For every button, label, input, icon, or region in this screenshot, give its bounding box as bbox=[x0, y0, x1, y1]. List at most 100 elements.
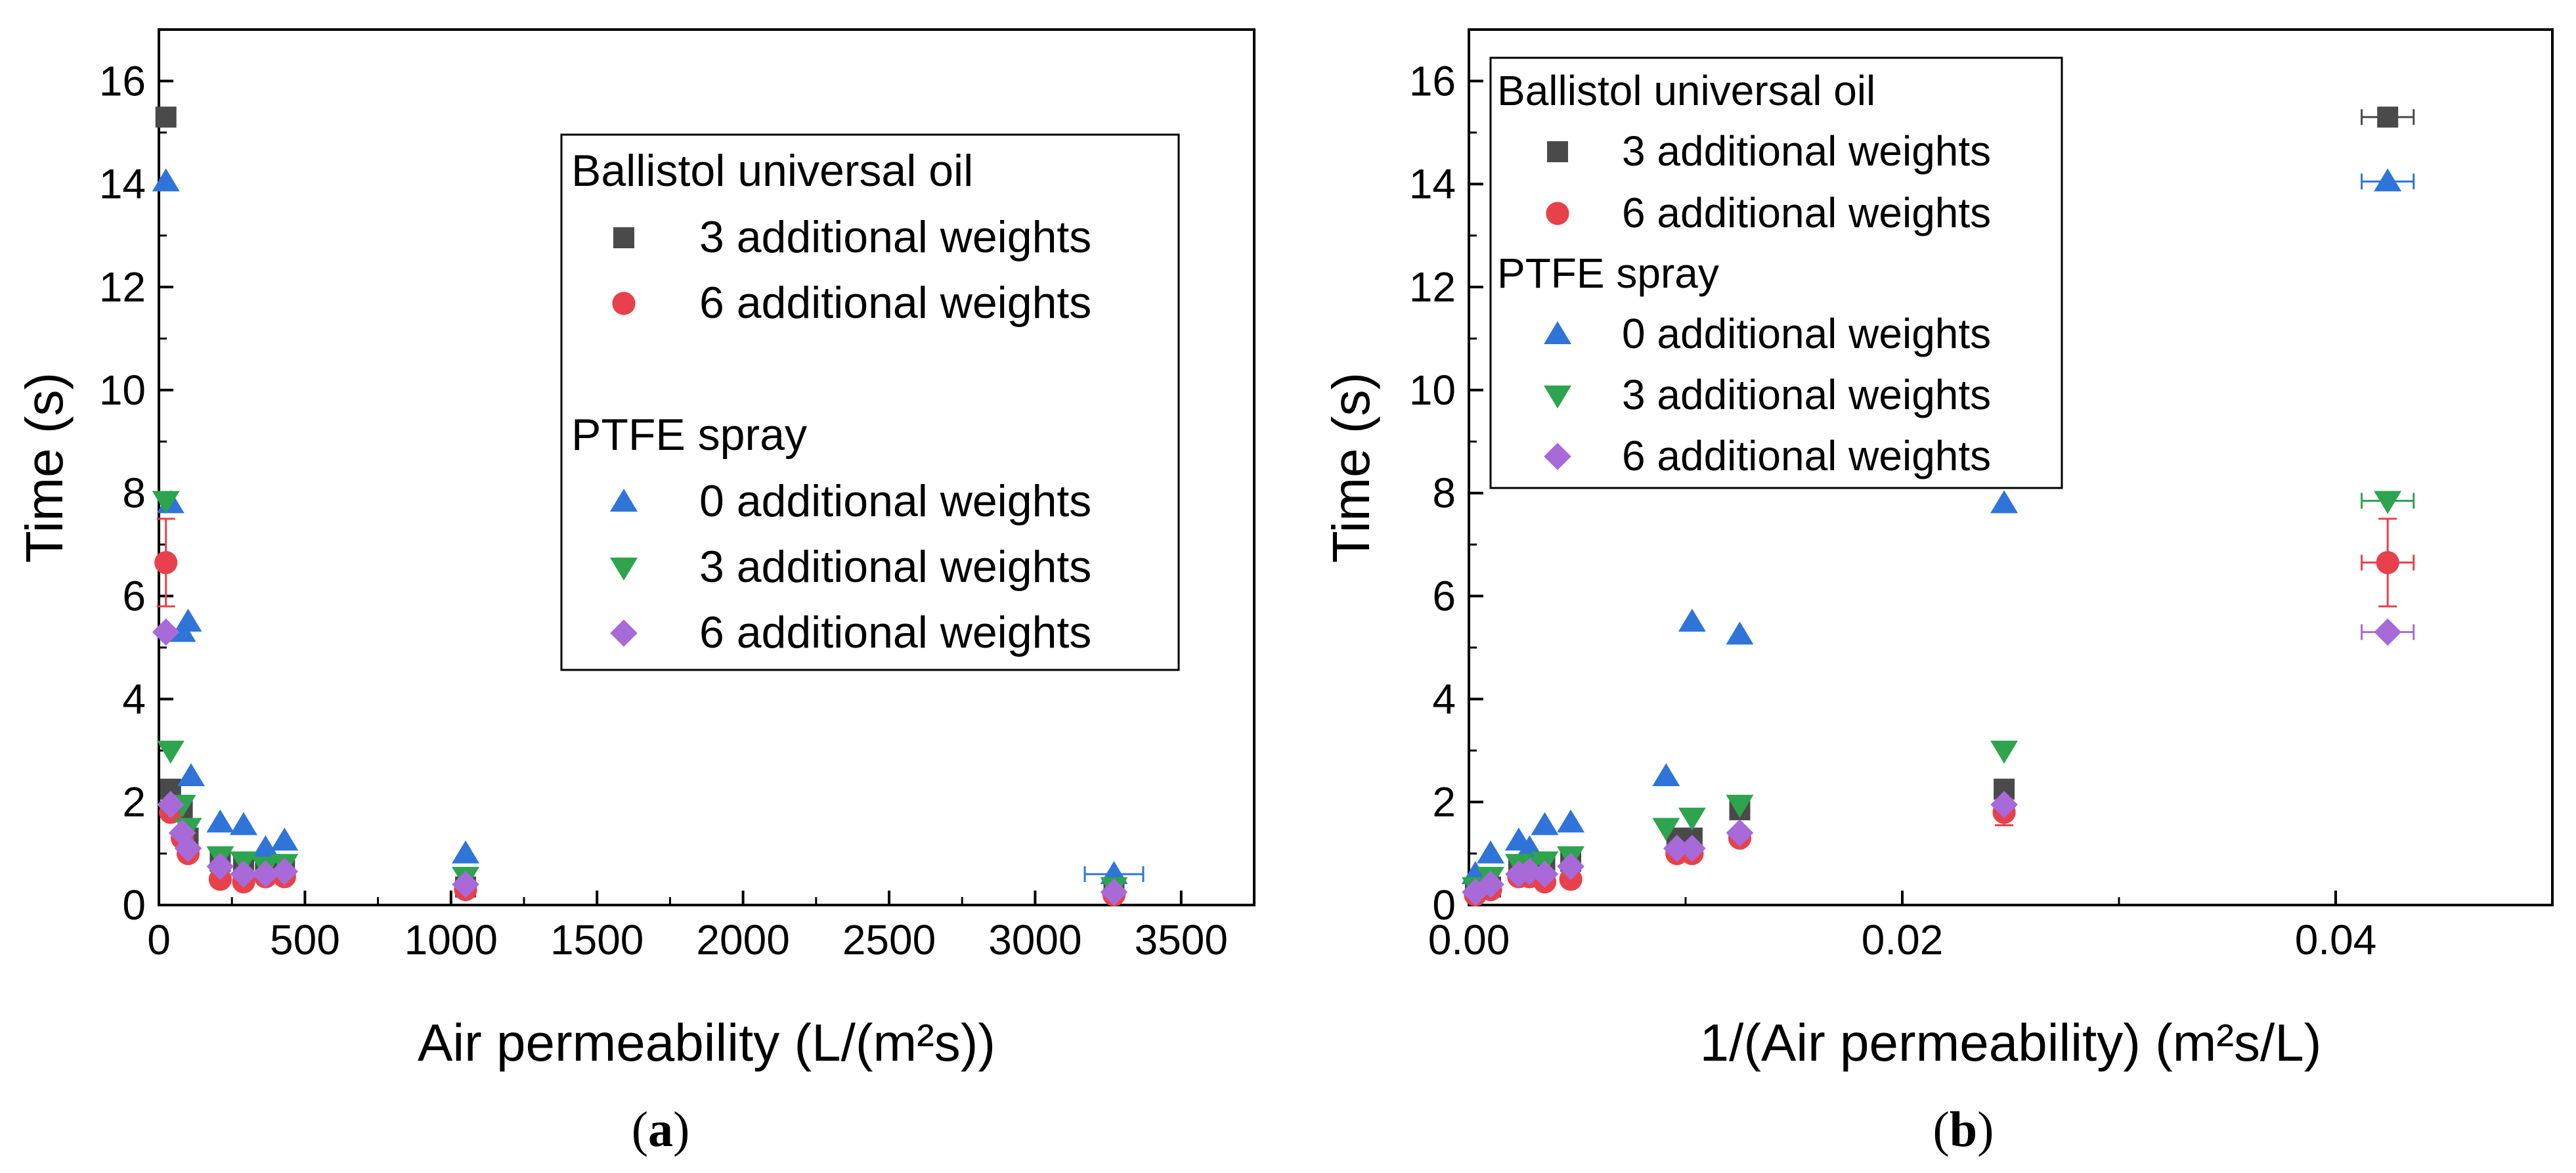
y-axis-ticks-b: 0 2 4 6 8 10 12 14 16 bbox=[1409, 57, 1483, 929]
data-point bbox=[230, 860, 257, 888]
legend-b-header-ballistol: Ballistol universal oil bbox=[1497, 67, 1875, 114]
data-point bbox=[1557, 852, 1584, 880]
y-tick-label: 14 bbox=[99, 160, 146, 208]
data-marks-a bbox=[152, 106, 1145, 906]
x-tick-label: 3500 bbox=[1135, 916, 1228, 963]
x-axis-label-a: Air permeability (L/(m²s)) bbox=[418, 1013, 995, 1072]
data-point bbox=[271, 827, 299, 851]
y-axis-label-a: Time (s) bbox=[15, 372, 74, 563]
data-point bbox=[2374, 168, 2402, 192]
x-tick-label: 1500 bbox=[550, 916, 644, 963]
data-point bbox=[1531, 860, 1559, 888]
y-axis-ticks-a: 0 2 4 6 8 10 12 14 16 bbox=[99, 57, 173, 929]
data-point bbox=[152, 618, 180, 646]
legend-b-label-ptfe-3: 3 additional weights bbox=[1622, 371, 1991, 418]
legend-b: Ballistol universal oil 3 additional wei… bbox=[1489, 56, 2063, 489]
data-point bbox=[271, 858, 299, 885]
data-point bbox=[206, 809, 234, 833]
data-point bbox=[174, 834, 202, 862]
x-tick-label: 500 bbox=[270, 916, 340, 963]
y-tick-label: 0 bbox=[122, 881, 146, 929]
data-point bbox=[2376, 550, 2399, 575]
legend-b-label-ptfe-6: 6 additional weights bbox=[1622, 432, 1991, 479]
data-point bbox=[1678, 608, 1706, 632]
legend-b-marker-ptfe-6 bbox=[1544, 443, 1571, 470]
data-point bbox=[206, 852, 234, 880]
legend-b-marker-ballistol-6 bbox=[1546, 202, 1569, 225]
data-point bbox=[1990, 490, 2019, 514]
legend-b-label-ballistol-6: 6 additional weights bbox=[1622, 189, 1991, 236]
y-tick-label: 16 bbox=[1409, 57, 1456, 104]
data-point bbox=[1100, 878, 1128, 906]
panel-caption-a: (a) bbox=[632, 1102, 690, 1157]
data-point bbox=[1990, 791, 2018, 818]
legend-a-label-ptfe-3: 3 additional weights bbox=[699, 542, 1091, 592]
x-tick-label: 3000 bbox=[988, 916, 1081, 963]
y-tick-label: 6 bbox=[122, 573, 146, 620]
series-b-3 bbox=[1461, 491, 2415, 900]
legend-marker-symbol bbox=[1544, 386, 1571, 409]
legend-box-a bbox=[560, 133, 1180, 671]
x-axis-ticks-a: 0 500 1000 1500 2000 2500 3000 3500 bbox=[147, 891, 1228, 963]
x-tick-label: 0.00 bbox=[1428, 916, 1510, 963]
legend-marker-symbol bbox=[1544, 321, 1571, 344]
data-point bbox=[1678, 834, 1706, 862]
data-point bbox=[251, 835, 280, 858]
data-point bbox=[1726, 795, 1754, 818]
x-tick-label: 0.02 bbox=[1862, 916, 1944, 963]
data-point bbox=[2374, 618, 2401, 646]
x-axis-ticks-b: 0.00 0.02 0.04 bbox=[1428, 891, 2377, 963]
y-axis-label-b: Time (s) bbox=[1322, 372, 1380, 563]
x-tick-label: 0 bbox=[147, 916, 171, 963]
panel-b: 0.00 0.02 0.04 0 2 4 6 8 10 12 14 16 1/(Air permea… bbox=[1322, 28, 2554, 1157]
legend-a-marker-ballistol-6 bbox=[612, 292, 636, 315]
data-marks-b bbox=[1461, 106, 2415, 906]
data-point bbox=[154, 550, 178, 575]
data-point bbox=[174, 608, 202, 632]
data-point bbox=[251, 860, 280, 888]
data-point bbox=[1477, 870, 1504, 898]
x-tick-label: 1000 bbox=[404, 916, 498, 963]
legend-a-header-ballistol: Ballistol universal oil bbox=[571, 146, 973, 196]
legend-a-label-ballistol-3: 3 additional weights bbox=[699, 212, 1091, 262]
y-tick-label: 12 bbox=[1409, 263, 1456, 311]
data-point bbox=[1531, 812, 1559, 835]
y-tick-label: 8 bbox=[1432, 470, 1456, 517]
legend-marker-symbol bbox=[1544, 443, 1571, 470]
data-point bbox=[1557, 809, 1585, 833]
y-tick-label: 10 bbox=[1409, 366, 1456, 414]
series-b-1 bbox=[1464, 518, 2415, 906]
data-point bbox=[229, 812, 257, 835]
y-tick-label: 14 bbox=[1409, 160, 1456, 208]
data-point bbox=[156, 791, 185, 818]
data-point bbox=[452, 840, 480, 864]
legend-a-label-ballistol-6: 6 additional weights bbox=[699, 278, 1091, 328]
x-axis-label-b: 1/(Air permeability) (m²s/L) bbox=[1700, 1013, 2322, 1072]
data-point bbox=[177, 763, 205, 786]
legend-marker-symbol bbox=[612, 292, 636, 315]
data-point bbox=[1652, 818, 1680, 841]
data-point bbox=[1652, 763, 1680, 786]
data-point bbox=[2374, 491, 2402, 514]
data-point bbox=[1462, 878, 1489, 906]
data-point bbox=[155, 106, 177, 128]
data-point bbox=[152, 168, 180, 192]
y-tick-label: 12 bbox=[99, 263, 146, 311]
plot-frame-a bbox=[158, 28, 1255, 906]
y-tick-label: 8 bbox=[122, 470, 146, 517]
series-b-4 bbox=[1462, 618, 2415, 906]
data-point bbox=[156, 740, 185, 764]
legend-a-label-ptfe-6: 6 additional weights bbox=[699, 608, 1091, 657]
legend-b-label-ptfe-0: 0 additional weights bbox=[1622, 310, 1991, 357]
plot-frame-b bbox=[1468, 28, 2554, 906]
x-tick-label: 0.04 bbox=[2295, 916, 2377, 963]
y-tick-label: 16 bbox=[99, 57, 146, 104]
legend-marker-symbol bbox=[1546, 202, 1569, 225]
data-point bbox=[1516, 858, 1544, 885]
data-point bbox=[1726, 819, 1754, 847]
panel-a: 0 500 1000 1500 2000 2500 3000 3500 0 2 4 6 8 10 12 14… bbox=[15, 28, 1255, 1157]
data-point bbox=[1990, 740, 2019, 764]
x-tick-label: 2000 bbox=[696, 916, 789, 963]
